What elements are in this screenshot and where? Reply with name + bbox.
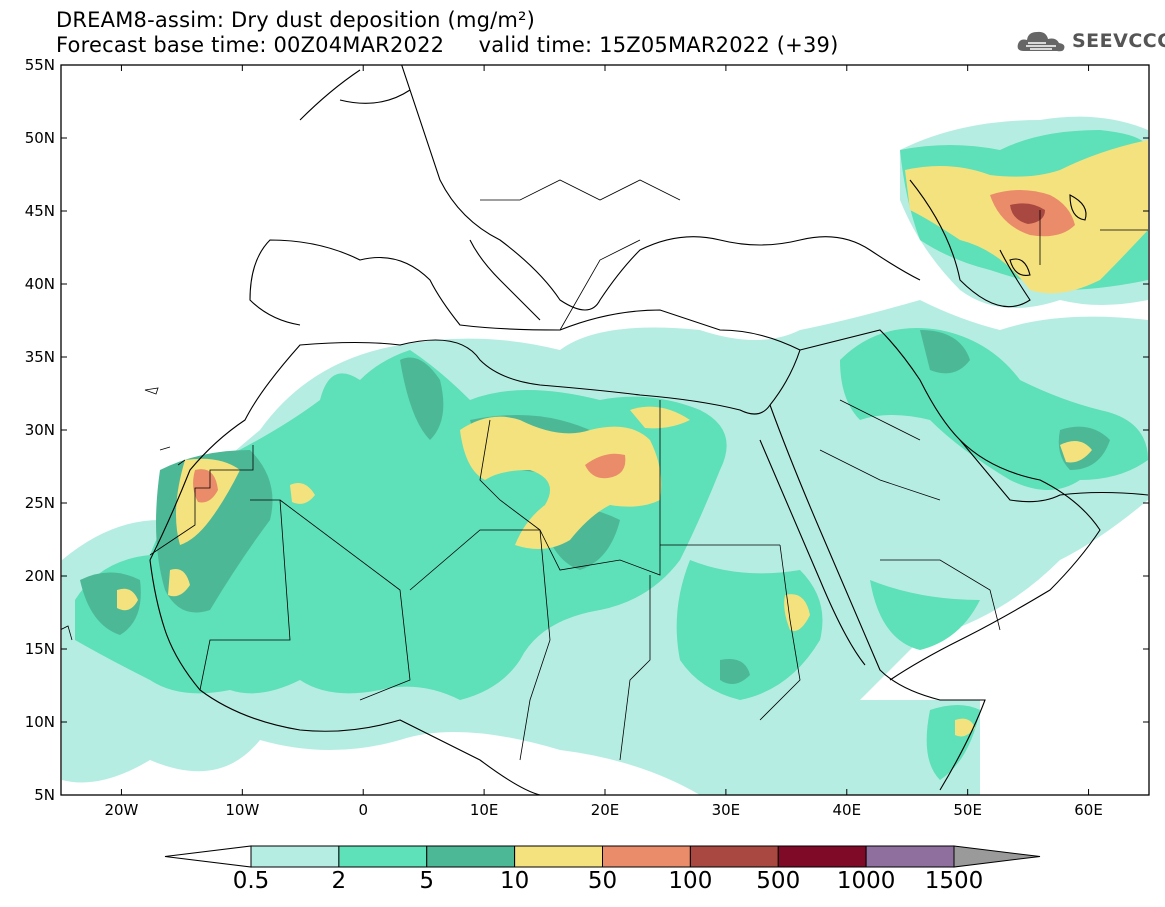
lon-tick-label: 20E	[591, 801, 620, 819]
colorbar-label: 500	[756, 868, 801, 894]
colorbar-label: 100	[668, 868, 713, 894]
colorbar-segment	[426, 845, 516, 868]
lat-tick-label: 55N	[25, 56, 55, 74]
colorbar-segment	[777, 845, 867, 868]
colorbar-label: 50	[587, 868, 618, 894]
lat-tick-label: 40N	[25, 275, 55, 293]
colorbar-label: 10	[499, 868, 530, 894]
colorbar-segment	[514, 845, 603, 868]
lon-tick-label: 20W	[104, 801, 138, 819]
colorbar-segment	[602, 845, 691, 868]
islands	[61, 387, 186, 641]
dust-level-100	[1010, 203, 1045, 224]
lat-tick-label: 25N	[25, 494, 55, 512]
lat-tick-label: 50N	[25, 129, 55, 147]
dust-field	[61, 65, 1149, 795]
colorbar-label: 1000	[836, 868, 896, 894]
lon-tick-label: 60E	[1074, 801, 1103, 819]
colorbar	[164, 845, 1041, 868]
colorbar-segment	[338, 845, 428, 868]
seevccc-logo: SEEVCCC	[1016, 26, 1165, 56]
borders	[149, 179, 1148, 761]
lat-tick-label: 10N	[25, 713, 55, 731]
lon-tick-label: 10E	[470, 801, 499, 819]
lon-tick-label: 0	[358, 801, 368, 819]
lon-tick-label: 50E	[953, 801, 982, 819]
lat-tick-label: 35N	[25, 348, 55, 366]
colorbar-upper-extension	[953, 845, 1041, 868]
lat-tick-label: 45N	[25, 202, 55, 220]
lat-tick-label: 15N	[25, 640, 55, 658]
colorbar-segment	[689, 845, 779, 868]
map-title: DREAM8-assim: Dry dust deposition (mg/m²…	[56, 8, 536, 32]
longitude-axis: 20W 10W 0 10E 20E 30E 40E 50E 60E	[104, 65, 1103, 819]
colorbar-label: 1500	[924, 868, 984, 894]
colorbar-lower-extension	[164, 845, 252, 868]
colorbar-segment	[865, 845, 955, 868]
coastlines	[149, 65, 1149, 795]
lat-tick-label: 20N	[25, 567, 55, 585]
lat-tick-label: 30N	[25, 421, 55, 439]
latitude-axis: 55N 50N 45N 40N 35N 30N 25N 20N 15N 10N 5N	[25, 56, 1149, 804]
colorbar-label: 2	[331, 868, 347, 894]
logo-text: SEEVCCC	[1072, 30, 1165, 52]
lat-tick-label: 5N	[34, 786, 55, 804]
colorbar-segment	[250, 845, 340, 868]
lon-tick-label: 10W	[225, 801, 259, 819]
cloud-icon	[1017, 31, 1065, 52]
lon-tick-label: 30E	[712, 801, 741, 819]
colorbar-label: 0.5	[232, 868, 270, 894]
lon-tick-label: 40E	[832, 801, 861, 819]
colorbar-label: 5	[419, 868, 435, 894]
forecast-time-info: Forecast base time: 00Z04MAR2022 valid t…	[56, 33, 839, 57]
